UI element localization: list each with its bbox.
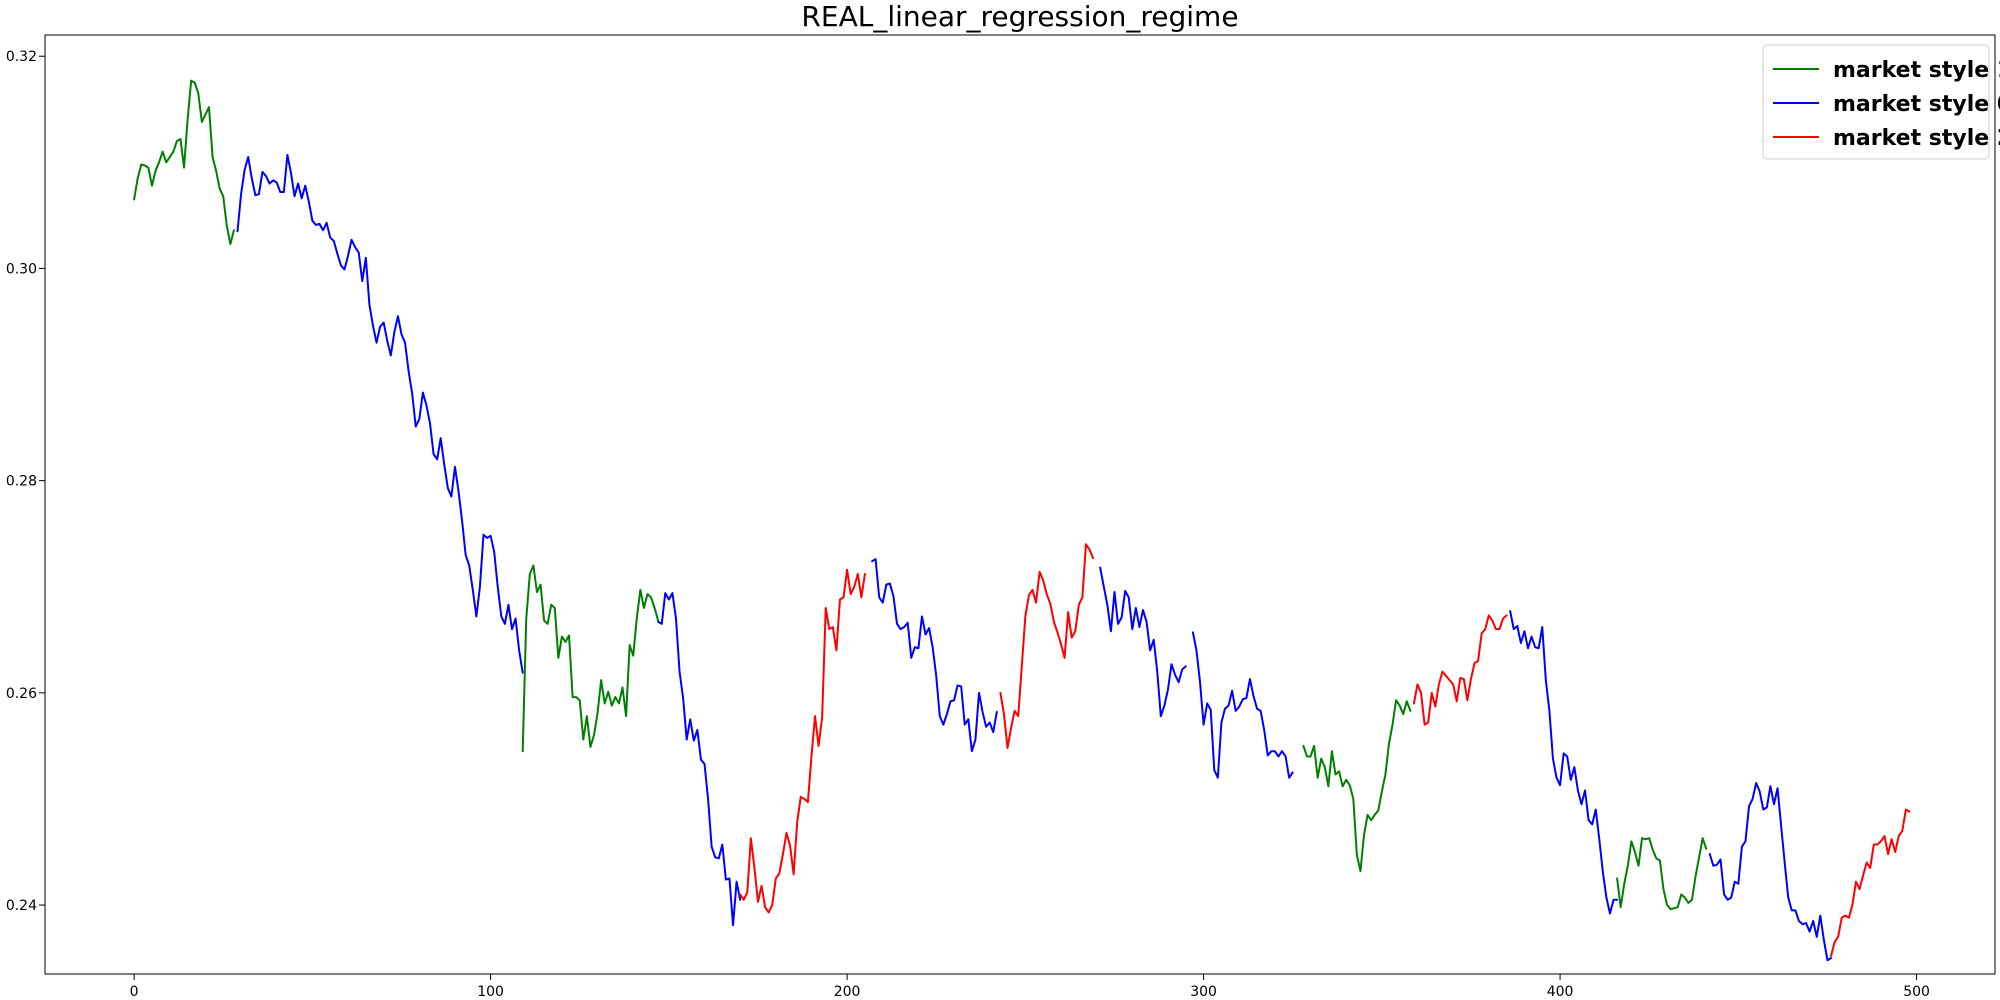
series-line-market-style-0-segment-1 [236,153,524,674]
x-tick-label: 0 [130,984,139,1000]
x-tick-label: 400 [1547,984,1574,1000]
series-line-market-style-2-segment-4 [739,568,866,914]
series-line-market-style-2-segment-14 [1830,808,1911,957]
series-line-market-style-2-segment-6 [999,543,1095,749]
y-tick-label: 0.30 [6,261,37,277]
series-line-market-style-1-segment-9 [1302,699,1412,873]
legend-box [1762,44,1990,160]
series-line-market-style-0-segment-5 [871,558,998,753]
x-tick-label: 500 [1903,984,1930,1000]
x-axis: 0 100 200 300 400 500 [130,974,1930,1000]
legend: market style 1 market style 0 market style… [1762,44,2000,160]
legend-label: market style 1 [1833,58,2000,83]
series-line-market-style-0-segment-3 [657,592,742,927]
y-axis: 0.24 0.26 0.28 0.30 0.32 [6,49,45,914]
chart-title: REAL_linear_regression_regime [801,0,1238,33]
y-tick-label: 0.32 [6,49,37,65]
y-tick-label: 0.28 [6,474,37,490]
series-line-market-style-0-segment-8 [1191,631,1294,779]
legend-label: market style 2 [1833,126,2000,151]
x-tick-label: 300 [1190,984,1217,1000]
series-line-market-style-0-segment-7 [1099,566,1187,718]
y-tick-label: 0.24 [6,898,37,914]
plot-frame [44,34,1996,975]
series-line-market-style-0-segment-11 [1509,610,1619,915]
series-line-market-style-1-segment-2 [521,564,660,753]
series-line-market-style-1-segment-0 [133,79,235,246]
legend-label: market style 0 [1833,92,2000,117]
series-line-market-style-2-segment-10 [1412,614,1508,726]
series-line-market-style-1-segment-12 [1616,837,1708,911]
y-tick-label: 0.26 [6,686,37,702]
series-line-market-style-0-segment-13 [1708,782,1833,962]
x-tick-label: 200 [834,984,861,1000]
x-tick-label: 100 [477,984,504,1000]
plot-lines [133,79,1911,962]
